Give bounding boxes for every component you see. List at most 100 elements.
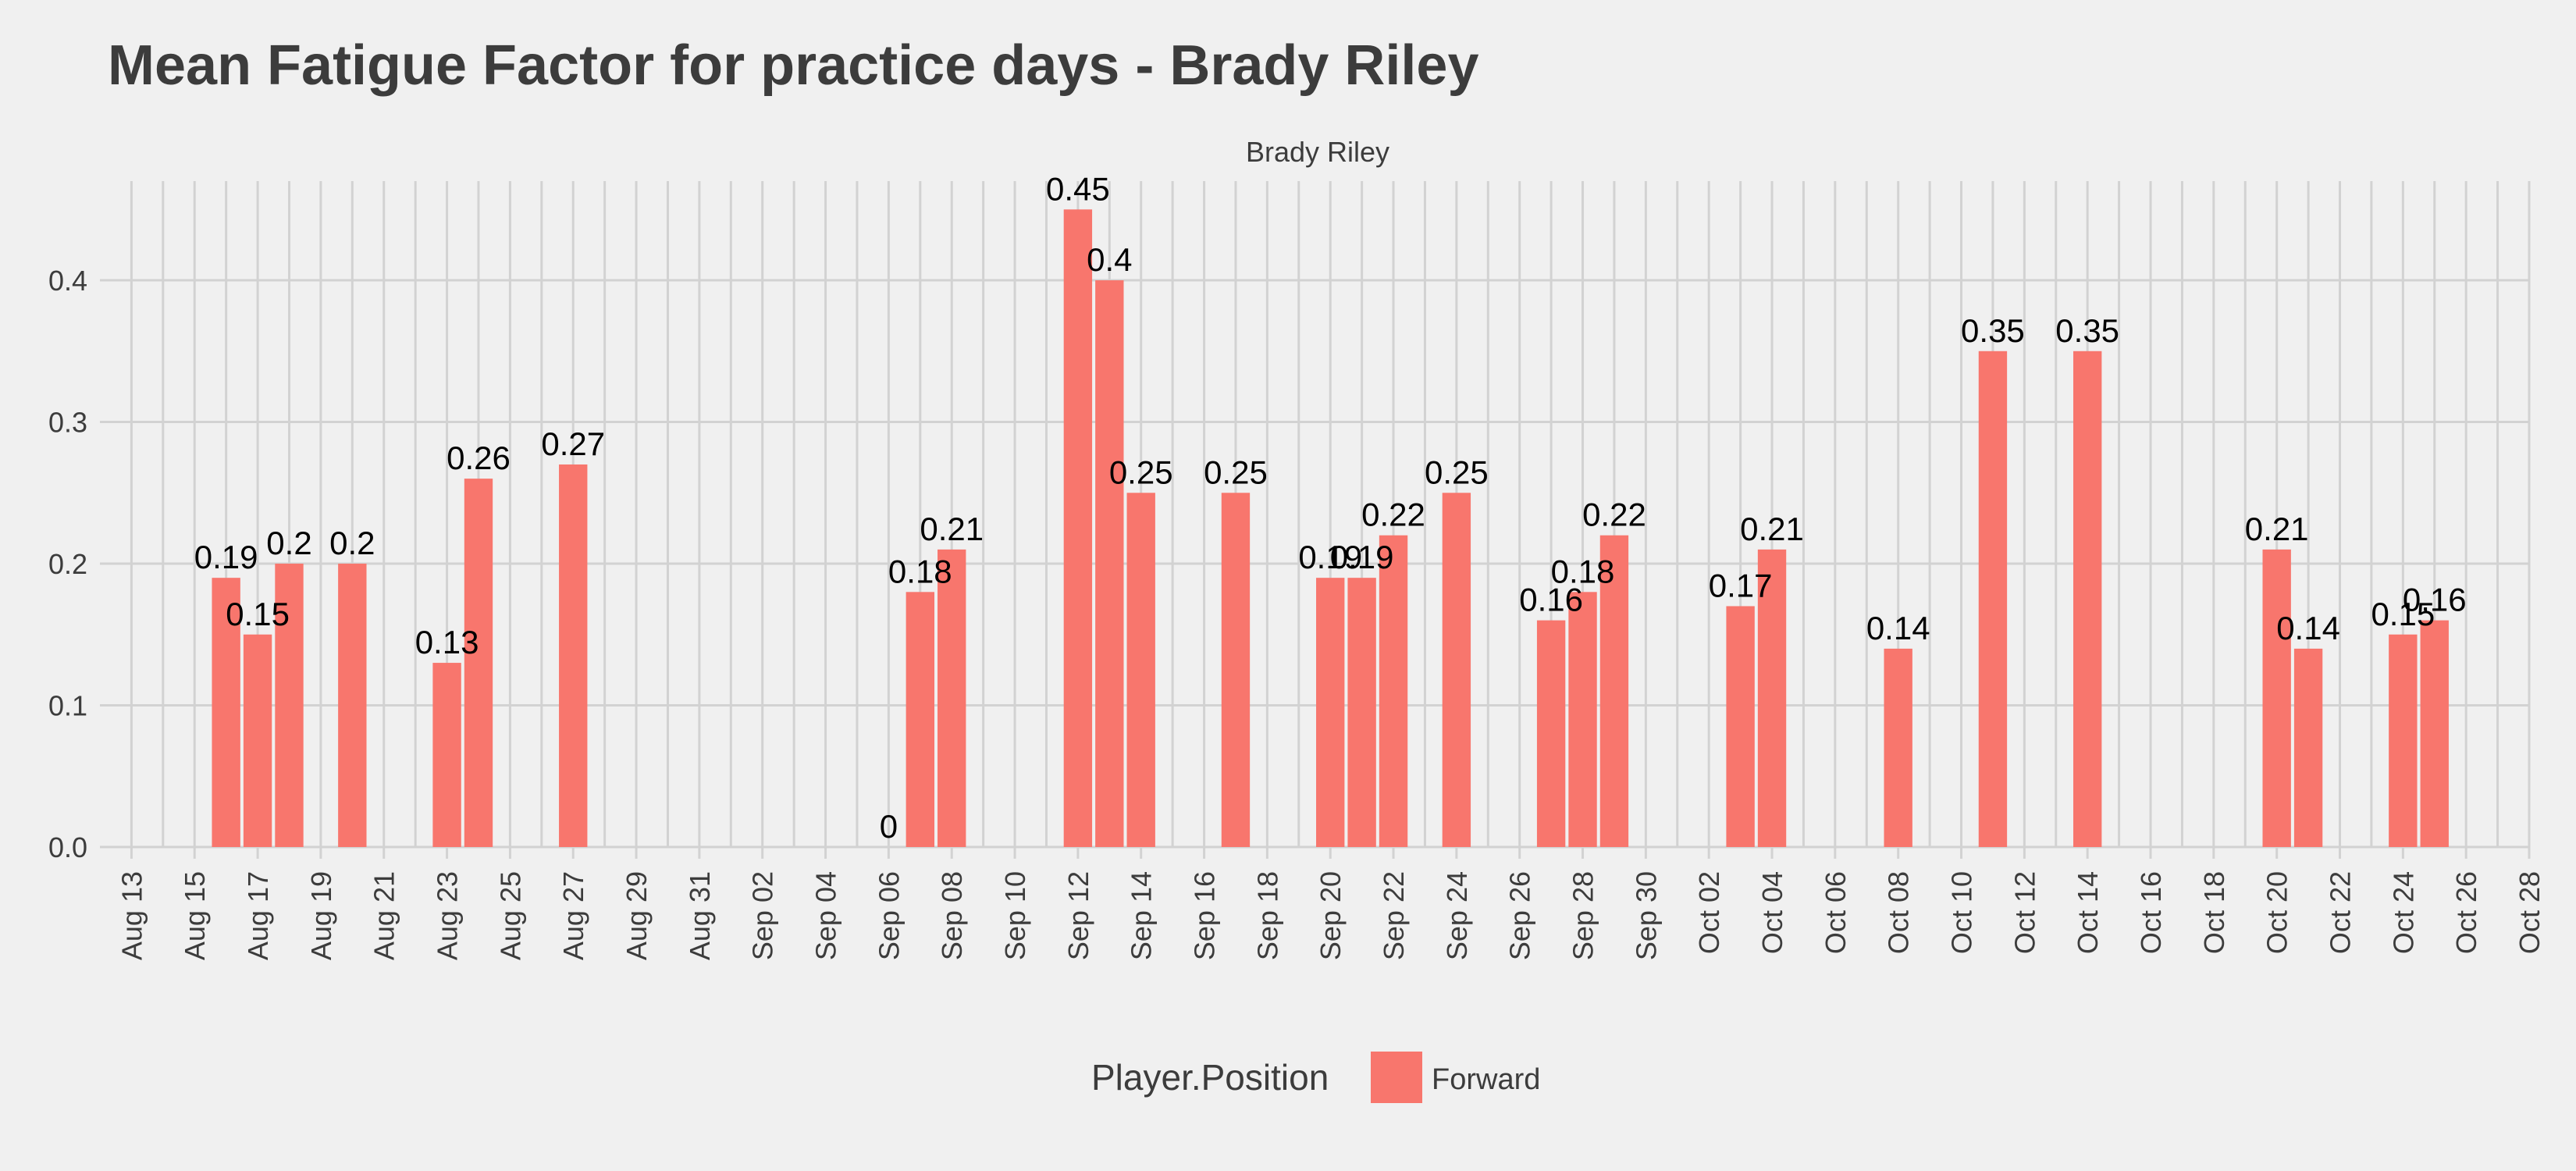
x-tick-label: Sep 06 xyxy=(873,871,905,960)
bar-2018-10-08 xyxy=(1884,648,1912,847)
bar-2018-09-22 xyxy=(1379,535,1408,847)
x-tick-label: Oct 24 xyxy=(2387,871,2419,954)
bar-2018-10-25 xyxy=(2420,620,2449,847)
facet-label: Brady Riley xyxy=(1246,136,1389,168)
x-tick-label: Sep 30 xyxy=(1630,871,1662,960)
x-tick-label: Aug 13 xyxy=(116,871,148,960)
x-tick-label: Aug 27 xyxy=(557,871,589,960)
bar-2018-08-23 xyxy=(432,663,461,847)
x-tick-label: Sep 16 xyxy=(1189,871,1221,960)
x-tick-label: Aug 21 xyxy=(368,871,400,960)
bar-2018-10-24 xyxy=(2389,634,2418,847)
x-tick-label: Sep 22 xyxy=(1378,871,1410,960)
legend-title: Player.Position xyxy=(1091,1057,1329,1098)
bar-2018-08-24 xyxy=(464,479,493,847)
data-label-2018-08-17: 0.15 xyxy=(226,596,290,632)
bar-2018-09-13 xyxy=(1095,280,1124,847)
x-tick-label: Aug 23 xyxy=(432,871,464,960)
x-tick-label: Oct 16 xyxy=(2135,871,2167,954)
x-tick-label: Sep 10 xyxy=(999,871,1031,960)
data-label-2018-09-13: 0.4 xyxy=(1087,241,1132,278)
bar-2018-10-03 xyxy=(1726,606,1755,847)
x-tick-label: Oct 26 xyxy=(2450,871,2482,954)
bar-2018-08-20 xyxy=(338,564,367,847)
x-tick-label: Sep 18 xyxy=(1251,871,1283,960)
legend-item-forward: Forward xyxy=(1432,1063,1540,1096)
x-tick-label: Aug 29 xyxy=(621,871,653,960)
bar-2018-10-11 xyxy=(1978,351,2008,847)
data-label-2018-10-11: 0.35 xyxy=(1961,312,2025,349)
x-tick-label: Aug 25 xyxy=(494,871,526,960)
data-label-2018-09-27: 0.16 xyxy=(1519,582,1583,618)
bar-2018-10-21 xyxy=(2293,648,2323,847)
legend-swatch-forward xyxy=(1371,1052,1422,1103)
data-label-2018-09-22: 0.22 xyxy=(1361,497,1425,533)
bar-2018-09-28 xyxy=(1568,592,1597,847)
bar-2018-08-16 xyxy=(212,578,240,847)
x-tick-label: Sep 08 xyxy=(936,871,968,960)
x-tick-label: Oct 14 xyxy=(2072,871,2104,954)
x-tick-label: Sep 02 xyxy=(747,871,779,960)
x-tick-label: Sep 20 xyxy=(1315,871,1347,960)
gridlines xyxy=(100,181,2531,859)
x-tick-label: Oct 12 xyxy=(2008,871,2041,954)
bar-2018-09-24 xyxy=(1442,493,1471,847)
chart-title: Mean Fatigue Factor for practice days - … xyxy=(108,34,1479,97)
data-label-2018-09-14: 0.25 xyxy=(1109,454,1173,490)
x-tick-label: Oct 28 xyxy=(2514,871,2546,954)
data-label-2018-09-12: 0.45 xyxy=(1046,170,1110,207)
bars xyxy=(212,209,2449,848)
bar-2018-09-14 xyxy=(1126,493,1155,847)
bar-2018-09-29 xyxy=(1599,535,1629,847)
x-tick-label: Oct 04 xyxy=(1756,871,1788,954)
x-tick-label: Aug 31 xyxy=(684,871,716,960)
bar-2018-10-14 xyxy=(2073,351,2102,847)
bar-2018-10-04 xyxy=(1757,549,1787,847)
data-label-2018-09-28: 0.18 xyxy=(1551,553,1615,589)
bar-2018-09-12 xyxy=(1063,209,1093,848)
data-label-2018-08-20: 0.2 xyxy=(329,525,375,561)
bar-2018-09-27 xyxy=(1536,620,1566,847)
data-labels: 0.19 0.15 0.2 0.2 0.13 0.26 0.27 0 0.18 0.21 0.45 0… xyxy=(194,170,2467,845)
data-label-2018-08-27: 0.27 xyxy=(541,425,605,462)
x-tick-label: Aug 15 xyxy=(179,871,211,960)
data-label-2018-08-24: 0.26 xyxy=(447,440,511,476)
data-label-2018-09-08: 0.21 xyxy=(920,511,984,547)
x-tick-label: Aug 17 xyxy=(242,871,274,960)
bar-2018-09-08 xyxy=(938,549,966,847)
data-label-2018-09-21: 0.19 xyxy=(1330,539,1394,575)
data-label-2018-10-08: 0.14 xyxy=(1866,610,1930,646)
data-label-2018-09-07: 0.18 xyxy=(888,553,952,589)
bar-2018-08-17 xyxy=(243,634,272,847)
x-tick-label: Sep 12 xyxy=(1062,871,1094,960)
x-tick-label: Oct 02 xyxy=(1693,871,1725,954)
x-tick-label: Sep 04 xyxy=(810,871,842,960)
data-label-2018-08-18: 0.2 xyxy=(266,525,311,561)
data-label-2018-09-06: 0 xyxy=(880,808,898,845)
data-label-2018-10-03: 0.17 xyxy=(1709,567,1773,603)
y-tick-label: 0.0 xyxy=(48,831,87,863)
data-label-2018-10-25: 0.16 xyxy=(2403,582,2467,618)
axis-labels: 0.0 0.1 0.2 0.3 0.4 Aug 13 Aug 15 Aug 17 Aug 19 A… xyxy=(48,265,2546,960)
bar-2018-08-27 xyxy=(559,464,588,847)
bar-2018-09-17 xyxy=(1221,493,1251,847)
data-label-2018-09-17: 0.25 xyxy=(1204,454,1268,490)
x-tick-label: Sep 28 xyxy=(1567,871,1599,960)
y-tick-label: 0.4 xyxy=(48,265,87,297)
data-label-2018-10-14: 0.35 xyxy=(2055,312,2119,349)
x-tick-label: Oct 06 xyxy=(1820,871,1852,954)
x-tick-label: Aug 19 xyxy=(305,871,337,960)
data-label-2018-10-21: 0.14 xyxy=(2276,610,2340,646)
x-tick-label: Oct 20 xyxy=(2261,871,2293,954)
y-tick-label: 0.1 xyxy=(48,690,87,722)
x-tick-label: Oct 18 xyxy=(2198,871,2230,954)
data-label-2018-09-20: 0.19 xyxy=(1298,539,1362,575)
data-label-2018-10-04: 0.21 xyxy=(1740,511,1804,547)
data-label-2018-09-24: 0.25 xyxy=(1425,454,1489,490)
x-tick-label: Sep 24 xyxy=(1441,871,1473,960)
y-tick-label: 0.2 xyxy=(48,548,87,580)
data-label-2018-10-20: 0.21 xyxy=(2245,511,2309,547)
bar-2018-09-20 xyxy=(1316,578,1345,847)
legend: Player.Position Forward xyxy=(1091,1052,1540,1103)
